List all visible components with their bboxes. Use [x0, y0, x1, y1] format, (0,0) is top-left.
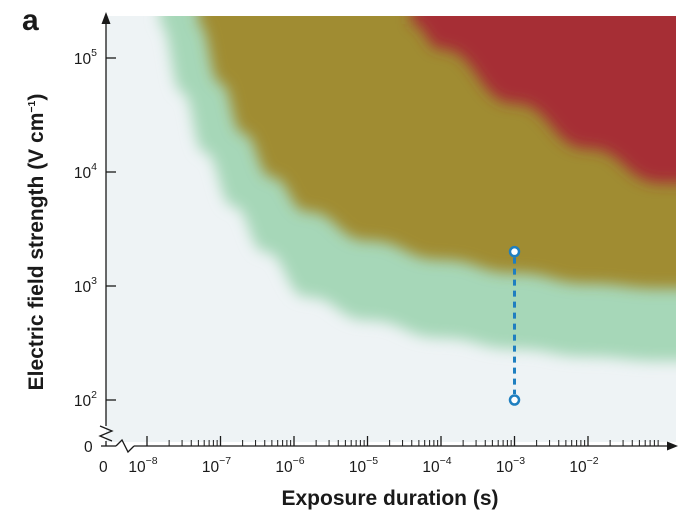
- x-tick-label: 10−6: [275, 455, 304, 476]
- x-tick-label: 10−7: [202, 455, 231, 476]
- y-tick-label: 103: [74, 275, 97, 296]
- marker-high-point: [508, 245, 521, 258]
- range-marker: [508, 245, 521, 406]
- y-tick-label: 105: [74, 47, 97, 68]
- x-axis-title: Exposure duration (s): [281, 487, 498, 510]
- y-ticks: 102 103 104 105: [74, 47, 116, 410]
- marker-low-point: [508, 394, 521, 406]
- x-ticks: 10−8 10−7 10−6 10−5 10−4 10−3 10−2: [128, 436, 659, 476]
- y-axis: [98, 22, 114, 446]
- x-axis-arrow: [667, 441, 678, 451]
- region-3: [411, 16, 676, 183]
- y-axis-arrow: [101, 12, 111, 24]
- threshold-regions: [159, 16, 676, 361]
- x-tick-label: 10−8: [128, 455, 157, 476]
- x-tick-label: 10−2: [569, 455, 598, 476]
- x-zero-label: 0: [99, 459, 108, 476]
- x-tick-label: 10−4: [422, 455, 451, 476]
- y-tick-label: 104: [74, 161, 97, 182]
- x-tick-label: 10−3: [496, 455, 525, 476]
- y-tick-label: 102: [74, 389, 97, 410]
- y-zero-label: 0: [84, 439, 93, 456]
- x-tick-label: 10−5: [349, 455, 378, 476]
- x-axis: [101, 438, 668, 454]
- y-axis-title: Electric field strength (V cm−1): [25, 94, 48, 391]
- panel-label: a: [22, 4, 39, 37]
